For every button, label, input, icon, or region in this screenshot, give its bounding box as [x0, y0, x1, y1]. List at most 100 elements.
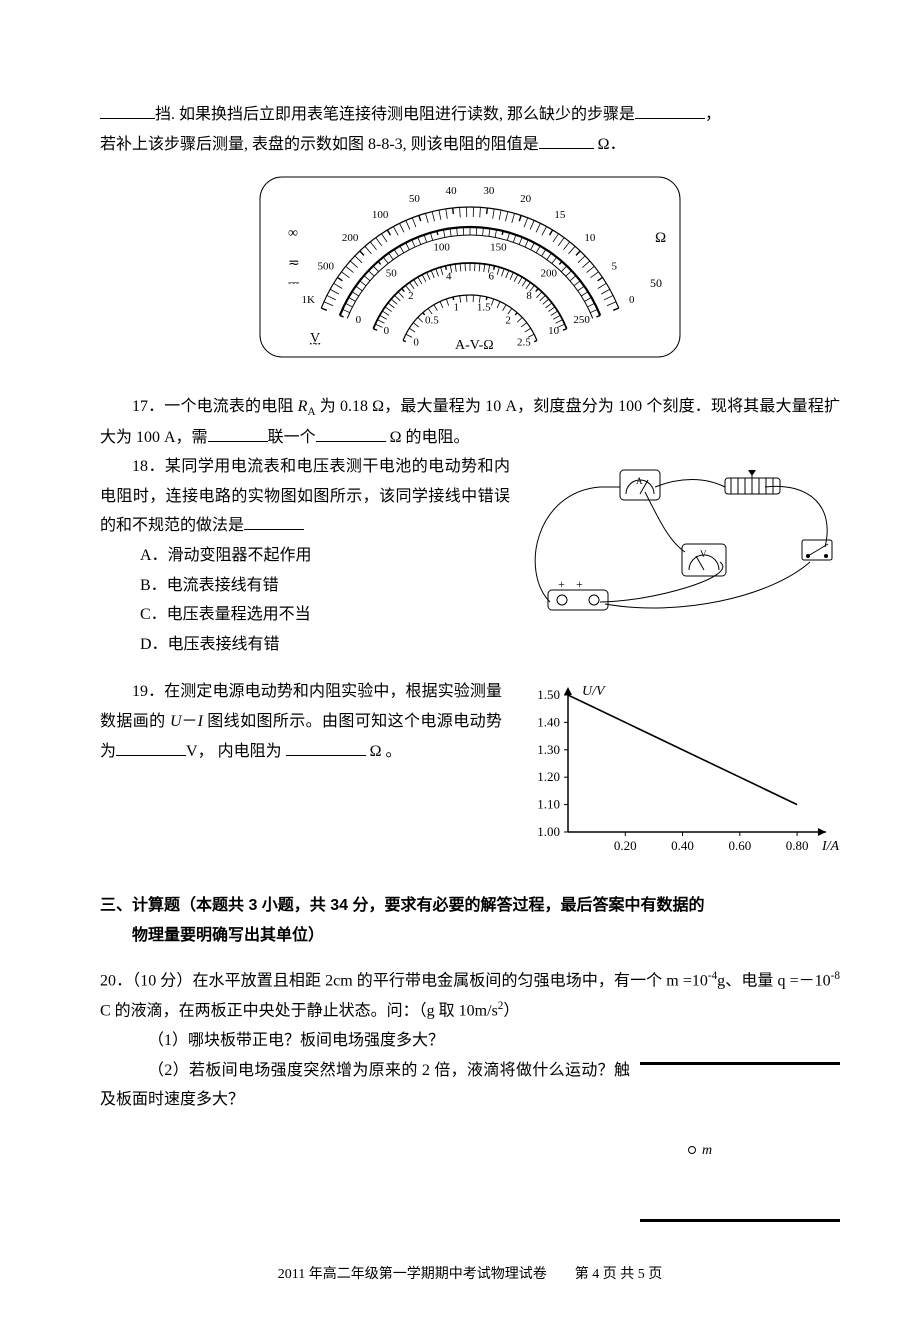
svg-text:15: 15 [554, 209, 566, 221]
page-footer: 2011 年高二年级第一学期期中考试物理试卷 第 4 页 共 5 页 [100, 1262, 840, 1288]
q18-text: 18．某同学用电流表和电压表测干电池的电动势和内电阻时，连接电路的实物图如图所示… [100, 458, 510, 534]
svg-text:1.30: 1.30 [537, 742, 560, 757]
svg-text:A-V-Ω: A-V-Ω [455, 338, 494, 353]
q19-dash: － [182, 713, 198, 730]
svg-text:⎓: ⎓ [288, 276, 299, 291]
multimeter-figure: 1K50020010050403020151050050100150200250… [100, 167, 840, 378]
top-plate [640, 1062, 840, 1065]
q19-u: U [170, 713, 182, 730]
q17-blank1 [208, 425, 268, 442]
svg-text:1: 1 [454, 302, 460, 314]
q20-d: ） [503, 1002, 519, 1019]
drop-label: m [702, 1143, 712, 1158]
svg-text:0.60: 0.60 [728, 838, 751, 853]
svg-text:V̰: V̰ [310, 331, 320, 346]
svg-text:0.20: 0.20 [614, 838, 637, 853]
svg-text:1.50: 1.50 [537, 687, 560, 702]
q18-opt-d: D．电压表接线有错 [140, 630, 510, 660]
svg-text:1.20: 1.20 [537, 770, 560, 785]
section3-title: 三、计算题（本题共 3 小题，共 34 分，要求有必要的解答过程，最后答案中有数… [100, 891, 840, 950]
svg-text:A: A [636, 476, 643, 486]
q17-mid2: 联一个 [268, 429, 316, 446]
svg-text:Ω: Ω [655, 230, 666, 246]
q17-pre: 17．一个电流表的电阻 [132, 398, 298, 415]
bottom-plate [640, 1219, 840, 1222]
svg-text:1.5: 1.5 [477, 302, 491, 314]
q16-blank1 [100, 102, 155, 119]
q17: 17．一个电流表的电阻 RA 为 0.18 Ω，最大量程为 10 A，刻度盘分为… [100, 392, 840, 453]
svg-text:2: 2 [408, 290, 414, 302]
q18-stem: 18．某同学用电流表和电压表测干电池的电动势和内电阻时，连接电路的实物图如图所示… [100, 452, 510, 541]
svg-text:0.40: 0.40 [671, 838, 694, 853]
q19-c: V， 内电阻为 [186, 743, 282, 760]
svg-text:4: 4 [446, 271, 452, 283]
q16-text-3: 若补上该步骤后测量, 表盘的示数如图 8-8-3, 则该电阻的阻值是 [100, 136, 539, 153]
svg-text:0: 0 [356, 314, 362, 326]
svg-text:0.5: 0.5 [425, 314, 439, 326]
svg-text:100: 100 [433, 242, 450, 254]
section3-t2: 物理量要明确写出其单位） [132, 921, 840, 951]
q16-line2: 若补上该步骤后测量, 表盘的示数如图 8-8-3, 则该电阻的阻值是 Ω． [100, 130, 840, 160]
footer-text: 2011 年高二年级第一学期期中考试物理试卷 第 4 页 共 5 页 [278, 1267, 662, 1282]
svg-text:2: 2 [505, 314, 511, 326]
svg-text:+: + [558, 577, 565, 591]
q16-blank2 [635, 102, 705, 119]
svg-text:30: 30 [483, 185, 495, 197]
q16-text-4: Ω． [594, 136, 626, 153]
exam-page: 挡. 如果换挡后立即用表笔连接待测电阻进行读数, 那么缺少的步骤是， 若补上该步… [0, 0, 920, 1328]
q20-a: 20．（10 分）在水平放置且相距 2cm 的平行带电金属板间的匀强电场中，有一… [100, 973, 708, 990]
q20-p1: （1）哪块板带正电？板间电场强度多大？ [100, 1026, 840, 1056]
svg-text:5: 5 [611, 261, 617, 273]
svg-text:U/V: U/V [582, 684, 606, 699]
svg-text:500: 500 [318, 261, 335, 273]
svg-text:0: 0 [384, 325, 390, 337]
svg-text:40: 40 [446, 185, 458, 197]
q20-e2: -8 [831, 970, 840, 982]
svg-text:250: 250 [573, 314, 590, 326]
q16-text-2: ， [705, 106, 721, 123]
svg-text:50: 50 [386, 268, 398, 280]
q17-ra-sub: A [307, 406, 315, 418]
svg-text:0.80: 0.80 [786, 838, 809, 853]
multimeter-svg: 1K50020010050403020151050050100150200250… [250, 167, 690, 367]
svg-text:1.10: 1.10 [537, 797, 560, 812]
svg-text:50: 50 [409, 193, 421, 205]
q16-blank3 [539, 132, 594, 149]
svg-text:1K: 1K [301, 294, 315, 306]
svg-text:∞: ∞ [288, 226, 298, 241]
svg-text:V: V [700, 549, 707, 559]
q18-circuit-figure: A [510, 452, 840, 638]
svg-text:≂: ≂ [288, 256, 300, 271]
svg-text:2.5: 2.5 [517, 337, 531, 349]
svg-text:10: 10 [548, 325, 560, 337]
svg-text:6: 6 [489, 271, 495, 283]
q20-c: C 的液滴，在两板正中央处于静止状态。问：（g 取 10m/s [100, 1002, 498, 1019]
svg-text:20: 20 [520, 193, 532, 205]
svg-text:1.00: 1.00 [537, 824, 560, 839]
q18-opt-c: C．电压表量程选用不当 [140, 600, 510, 630]
q19-row: 19．在测定电源电动势和内阻实验中，根据实验测量数据画的 U－I 图线如图所示。… [100, 677, 840, 873]
q19-d: Ω 。 [366, 743, 402, 760]
q19-text: 19．在测定电源电动势和内阻实验中，根据实验测量数据画的 U－I 图线如图所示。… [100, 677, 502, 766]
q20-b: g、电量 q =－10 [717, 973, 830, 990]
svg-text:150: 150 [490, 242, 507, 254]
q18-options: A．滑动变阻器不起作用 B．电流表接线有错 C．电压表量程选用不当 D．电压表接… [140, 541, 510, 659]
droplet: m [688, 1138, 712, 1164]
svg-text:100: 100 [372, 209, 389, 221]
q18-opt-a: A．滑动变阻器不起作用 [140, 541, 510, 571]
svg-text:0: 0 [629, 294, 635, 306]
svg-text:8: 8 [526, 290, 532, 302]
svg-text:+: + [576, 577, 583, 591]
q20-row: （2）若板间电场强度突然增为原来的 2 倍，液滴将做什么运动？触及板面时速度多大… [100, 1056, 840, 1222]
svg-text:1.40: 1.40 [537, 715, 560, 730]
svg-text:0: 0 [413, 337, 419, 349]
q18-blank [244, 513, 304, 530]
q16-line1: 挡. 如果换挡后立即用表笔连接待测电阻进行读数, 那么缺少的步骤是， [100, 100, 840, 130]
svg-text:200: 200 [541, 268, 558, 280]
q20-stem: 20．（10 分）在水平放置且相距 2cm 的平行带电金属板间的匀强电场中，有一… [100, 966, 840, 1026]
svg-text:I/A: I/A [821, 839, 840, 854]
q20-e1: -4 [708, 970, 717, 982]
q17-ra: R [298, 398, 308, 415]
q18-opt-b: B．电流表接线有错 [140, 571, 510, 601]
q17-end: Ω 的电阻。 [386, 429, 470, 446]
